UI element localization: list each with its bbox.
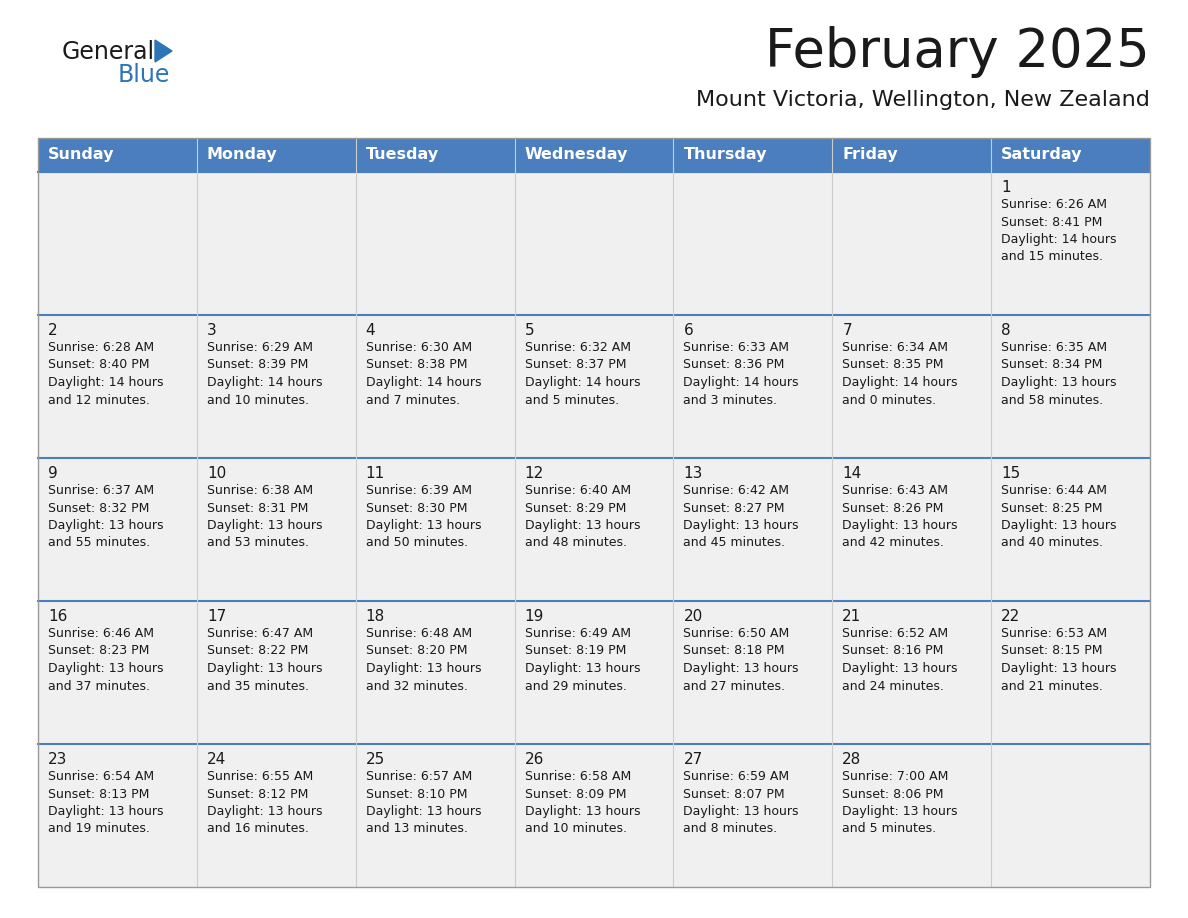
Text: 16: 16 xyxy=(48,609,68,624)
Text: Wednesday: Wednesday xyxy=(525,148,628,162)
Text: Monday: Monday xyxy=(207,148,278,162)
Text: Sunrise: 6:28 AM
Sunset: 8:40 PM
Daylight: 14 hours
and 12 minutes.: Sunrise: 6:28 AM Sunset: 8:40 PM Dayligh… xyxy=(48,341,164,407)
Text: Tuesday: Tuesday xyxy=(366,148,438,162)
Text: 18: 18 xyxy=(366,609,385,624)
Text: Sunrise: 6:52 AM
Sunset: 8:16 PM
Daylight: 13 hours
and 24 minutes.: Sunrise: 6:52 AM Sunset: 8:16 PM Dayligh… xyxy=(842,627,958,692)
Text: Sunrise: 6:44 AM
Sunset: 8:25 PM
Daylight: 13 hours
and 40 minutes.: Sunrise: 6:44 AM Sunset: 8:25 PM Dayligh… xyxy=(1001,484,1117,550)
Text: Sunrise: 6:48 AM
Sunset: 8:20 PM
Daylight: 13 hours
and 32 minutes.: Sunrise: 6:48 AM Sunset: 8:20 PM Dayligh… xyxy=(366,627,481,692)
Text: Sunday: Sunday xyxy=(48,148,114,162)
Text: Sunrise: 6:26 AM
Sunset: 8:41 PM
Daylight: 14 hours
and 15 minutes.: Sunrise: 6:26 AM Sunset: 8:41 PM Dayligh… xyxy=(1001,198,1117,263)
Text: Sunrise: 6:42 AM
Sunset: 8:27 PM
Daylight: 13 hours
and 45 minutes.: Sunrise: 6:42 AM Sunset: 8:27 PM Dayligh… xyxy=(683,484,798,550)
Text: Sunrise: 6:46 AM
Sunset: 8:23 PM
Daylight: 13 hours
and 37 minutes.: Sunrise: 6:46 AM Sunset: 8:23 PM Dayligh… xyxy=(48,627,164,692)
Text: 22: 22 xyxy=(1001,609,1020,624)
Text: Sunrise: 6:30 AM
Sunset: 8:38 PM
Daylight: 14 hours
and 7 minutes.: Sunrise: 6:30 AM Sunset: 8:38 PM Dayligh… xyxy=(366,341,481,407)
Text: 26: 26 xyxy=(525,752,544,767)
Text: Sunrise: 6:32 AM
Sunset: 8:37 PM
Daylight: 14 hours
and 5 minutes.: Sunrise: 6:32 AM Sunset: 8:37 PM Dayligh… xyxy=(525,341,640,407)
Text: Sunrise: 6:50 AM
Sunset: 8:18 PM
Daylight: 13 hours
and 27 minutes.: Sunrise: 6:50 AM Sunset: 8:18 PM Dayligh… xyxy=(683,627,798,692)
Text: 14: 14 xyxy=(842,466,861,481)
Text: Sunrise: 6:58 AM
Sunset: 8:09 PM
Daylight: 13 hours
and 10 minutes.: Sunrise: 6:58 AM Sunset: 8:09 PM Dayligh… xyxy=(525,770,640,835)
Text: Sunrise: 6:29 AM
Sunset: 8:39 PM
Daylight: 14 hours
and 10 minutes.: Sunrise: 6:29 AM Sunset: 8:39 PM Dayligh… xyxy=(207,341,322,407)
Text: 24: 24 xyxy=(207,752,226,767)
Text: Sunrise: 6:35 AM
Sunset: 8:34 PM
Daylight: 13 hours
and 58 minutes.: Sunrise: 6:35 AM Sunset: 8:34 PM Dayligh… xyxy=(1001,341,1117,407)
Bar xyxy=(38,138,1150,172)
Text: Sunrise: 6:53 AM
Sunset: 8:15 PM
Daylight: 13 hours
and 21 minutes.: Sunrise: 6:53 AM Sunset: 8:15 PM Dayligh… xyxy=(1001,627,1117,692)
Text: Sunrise: 6:37 AM
Sunset: 8:32 PM
Daylight: 13 hours
and 55 minutes.: Sunrise: 6:37 AM Sunset: 8:32 PM Dayligh… xyxy=(48,484,164,550)
Text: 15: 15 xyxy=(1001,466,1020,481)
Text: February 2025: February 2025 xyxy=(765,26,1150,78)
Text: Sunrise: 6:34 AM
Sunset: 8:35 PM
Daylight: 14 hours
and 0 minutes.: Sunrise: 6:34 AM Sunset: 8:35 PM Dayligh… xyxy=(842,341,958,407)
Text: 4: 4 xyxy=(366,323,375,338)
Text: Sunrise: 6:54 AM
Sunset: 8:13 PM
Daylight: 13 hours
and 19 minutes.: Sunrise: 6:54 AM Sunset: 8:13 PM Dayligh… xyxy=(48,770,164,835)
Text: 2: 2 xyxy=(48,323,58,338)
Text: 25: 25 xyxy=(366,752,385,767)
Text: 20: 20 xyxy=(683,609,702,624)
Text: 5: 5 xyxy=(525,323,535,338)
Text: 23: 23 xyxy=(48,752,68,767)
Text: Mount Victoria, Wellington, New Zealand: Mount Victoria, Wellington, New Zealand xyxy=(696,90,1150,110)
Text: 11: 11 xyxy=(366,466,385,481)
Text: Sunrise: 6:40 AM
Sunset: 8:29 PM
Daylight: 13 hours
and 48 minutes.: Sunrise: 6:40 AM Sunset: 8:29 PM Dayligh… xyxy=(525,484,640,550)
Text: Sunrise: 6:39 AM
Sunset: 8:30 PM
Daylight: 13 hours
and 50 minutes.: Sunrise: 6:39 AM Sunset: 8:30 PM Dayligh… xyxy=(366,484,481,550)
Bar xyxy=(38,744,1150,887)
Bar xyxy=(38,315,1150,458)
Text: Sunrise: 6:33 AM
Sunset: 8:36 PM
Daylight: 14 hours
and 3 minutes.: Sunrise: 6:33 AM Sunset: 8:36 PM Dayligh… xyxy=(683,341,798,407)
Text: Sunrise: 7:00 AM
Sunset: 8:06 PM
Daylight: 13 hours
and 5 minutes.: Sunrise: 7:00 AM Sunset: 8:06 PM Dayligh… xyxy=(842,770,958,835)
Text: 21: 21 xyxy=(842,609,861,624)
Text: Sunrise: 6:47 AM
Sunset: 8:22 PM
Daylight: 13 hours
and 35 minutes.: Sunrise: 6:47 AM Sunset: 8:22 PM Dayligh… xyxy=(207,627,322,692)
Bar xyxy=(38,601,1150,744)
Text: 7: 7 xyxy=(842,323,852,338)
Text: General: General xyxy=(62,40,156,64)
Text: 27: 27 xyxy=(683,752,702,767)
Text: Sunrise: 6:55 AM
Sunset: 8:12 PM
Daylight: 13 hours
and 16 minutes.: Sunrise: 6:55 AM Sunset: 8:12 PM Dayligh… xyxy=(207,770,322,835)
Text: 12: 12 xyxy=(525,466,544,481)
Text: Saturday: Saturday xyxy=(1001,148,1082,162)
Bar xyxy=(38,138,1150,887)
Text: 28: 28 xyxy=(842,752,861,767)
Text: 13: 13 xyxy=(683,466,703,481)
Text: Sunrise: 6:49 AM
Sunset: 8:19 PM
Daylight: 13 hours
and 29 minutes.: Sunrise: 6:49 AM Sunset: 8:19 PM Dayligh… xyxy=(525,627,640,692)
Bar xyxy=(38,172,1150,315)
Text: Sunrise: 6:38 AM
Sunset: 8:31 PM
Daylight: 13 hours
and 53 minutes.: Sunrise: 6:38 AM Sunset: 8:31 PM Dayligh… xyxy=(207,484,322,550)
Text: 6: 6 xyxy=(683,323,693,338)
Text: 10: 10 xyxy=(207,466,226,481)
Text: 1: 1 xyxy=(1001,180,1011,195)
Text: Blue: Blue xyxy=(118,63,170,87)
Text: Sunrise: 6:57 AM
Sunset: 8:10 PM
Daylight: 13 hours
and 13 minutes.: Sunrise: 6:57 AM Sunset: 8:10 PM Dayligh… xyxy=(366,770,481,835)
Text: 9: 9 xyxy=(48,466,58,481)
Text: 3: 3 xyxy=(207,323,216,338)
Text: 19: 19 xyxy=(525,609,544,624)
Text: 8: 8 xyxy=(1001,323,1011,338)
Polygon shape xyxy=(154,40,172,62)
Text: 17: 17 xyxy=(207,609,226,624)
Text: Sunrise: 6:59 AM
Sunset: 8:07 PM
Daylight: 13 hours
and 8 minutes.: Sunrise: 6:59 AM Sunset: 8:07 PM Dayligh… xyxy=(683,770,798,835)
Text: Thursday: Thursday xyxy=(683,148,767,162)
Text: Friday: Friday xyxy=(842,148,898,162)
Text: Sunrise: 6:43 AM
Sunset: 8:26 PM
Daylight: 13 hours
and 42 minutes.: Sunrise: 6:43 AM Sunset: 8:26 PM Dayligh… xyxy=(842,484,958,550)
Bar xyxy=(38,458,1150,601)
